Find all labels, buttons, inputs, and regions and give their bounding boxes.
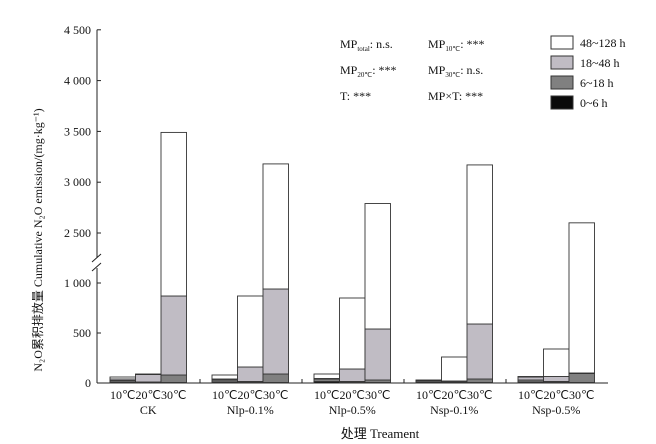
significance-annotation: MPtotal: n.s. — [340, 37, 393, 53]
bar-segment-Nlp-0.5%-30℃-48~128 h — [364, 203, 391, 330]
significance-annotation: MP×T: *** — [428, 89, 483, 103]
bar-segment-Nlp-0.5%-20℃-48~128 h — [339, 297, 366, 370]
bar-segment-Nlp-0.5%-30℃-18~48 h — [364, 328, 391, 381]
x-axis-label: 处理 Treament — [341, 426, 420, 441]
bar-segment-Nsp-0.5%-30℃-48~128 h — [568, 222, 595, 374]
x-tick-label-temperature: 10℃ — [212, 388, 237, 402]
x-tick-label-temperature: 10℃ — [110, 388, 135, 402]
y-tick-label: 500 — [73, 326, 91, 340]
bar-segment-Nsp-0.1%-30℃-6~18 h — [466, 378, 493, 383]
bar-segment-Nsp-0.5%-20℃-48~128 h — [543, 348, 570, 377]
x-group-label: Nlp-0.1% — [227, 403, 274, 417]
y-tick-label: 0 — [85, 376, 91, 390]
x-tick-label-temperature: 30℃ — [365, 388, 390, 402]
bar-segment-Nsp-0.1%-30℃-18~48 h — [466, 323, 493, 380]
bar-segment-Nsp-0.5%-10℃-48~128 h — [517, 376, 544, 378]
bar-segment-Nsp-0.5%-30℃-6~18 h — [568, 373, 595, 383]
bar-segment-CK-30℃-48~128 h — [160, 131, 187, 297]
bar-segment-Nsp-0.1%-30℃-48~128 h — [466, 164, 493, 325]
x-tick-label-temperature: 20℃ — [136, 388, 161, 402]
x-tick-label-temperature: 10℃ — [416, 388, 441, 402]
legend-swatch — [550, 75, 574, 90]
legend-label: 0~6 h — [580, 96, 608, 110]
y-tick-label: 2 500 — [64, 226, 91, 240]
x-tick-label-temperature: 30℃ — [161, 388, 186, 402]
significance-annotation: MP20℃: *** — [340, 63, 397, 79]
legend-swatch — [550, 35, 574, 50]
x-group-label: Nsp-0.5% — [532, 403, 580, 417]
y-tick-label: 1 000 — [64, 276, 91, 290]
x-tick-label-temperature: 10℃ — [518, 388, 543, 402]
bar-segment-CK-20℃-48~128 h — [135, 373, 162, 375]
bar-segment-CK-30℃-6~18 h — [160, 374, 187, 383]
x-tick-label-temperature: 20℃ — [544, 388, 569, 402]
bar-segment-CK-20℃-18~48 h — [135, 374, 162, 383]
y-tick-label: 3 000 — [64, 175, 91, 189]
bar-segment-Nlp-0.1%-20℃-18~48 h — [237, 366, 264, 382]
legend-label: 18~48 h — [580, 56, 620, 70]
significance-annotation: MP30℃: n.s. — [428, 63, 483, 79]
bar-segment-Nsp-0.1%-10℃-48~128 h — [415, 379, 442, 381]
bar-segment-Nlp-0.5%-20℃-18~48 h — [339, 368, 366, 382]
bar-segment-Nlp-0.5%-10℃-48~128 h — [313, 373, 340, 379]
bar-segment-Nlp-0.1%-30℃-48~128 h — [262, 163, 289, 290]
x-tick-label-temperature: 20℃ — [238, 388, 263, 402]
bar-segment-Nlp-0.1%-10℃-48~128 h — [211, 374, 238, 380]
legend-swatch — [550, 95, 574, 110]
significance-annotation: T: *** — [340, 89, 371, 103]
bar-segment-CK-10℃-48~128 h — [109, 376, 136, 380]
x-group-label: CK — [140, 403, 157, 417]
y-tick-label: 4 000 — [64, 74, 91, 88]
x-tick-label-temperature: 30℃ — [263, 388, 288, 402]
y-tick-label: 3 500 — [64, 124, 91, 138]
legend-swatch — [550, 55, 574, 70]
x-tick-label-temperature: 20℃ — [340, 388, 365, 402]
legend-label: 48~128 h — [580, 36, 626, 50]
bar-segment-Nlp-0.1%-30℃-6~18 h — [262, 373, 289, 383]
x-group-label: Nsp-0.1% — [430, 403, 478, 417]
x-tick-label-temperature: 10℃ — [314, 388, 339, 402]
bar-segment-Nsp-0.5%-10℃-18~48 h — [517, 376, 544, 381]
axis-break-mark — [91, 253, 102, 272]
y-tick-label: 4 500 — [64, 23, 91, 37]
bar-segment-Nsp-0.1%-20℃-48~128 h — [441, 356, 468, 382]
bar-segment-Nsp-0.5%-20℃-18~48 h — [543, 376, 570, 382]
significance-annotation: MP10℃: *** — [428, 37, 485, 53]
x-tick-label-temperature: 20℃ — [442, 388, 467, 402]
bar-segment-CK-30℃-18~48 h — [160, 295, 187, 376]
bar-segment-Nlp-0.1%-20℃-48~128 h — [237, 295, 264, 368]
x-group-label: Nlp-0.5% — [329, 403, 376, 417]
bar-segment-Nlp-0.1%-30℃-18~48 h — [262, 288, 289, 375]
x-tick-label-temperature: 30℃ — [467, 388, 492, 402]
legend-label: 6~18 h — [580, 76, 614, 90]
y-axis-label: N₂O累积排放量 Cumulative N₂O emission/(mg·kg⁻… — [30, 108, 45, 371]
x-tick-label-temperature: 30℃ — [569, 388, 594, 402]
